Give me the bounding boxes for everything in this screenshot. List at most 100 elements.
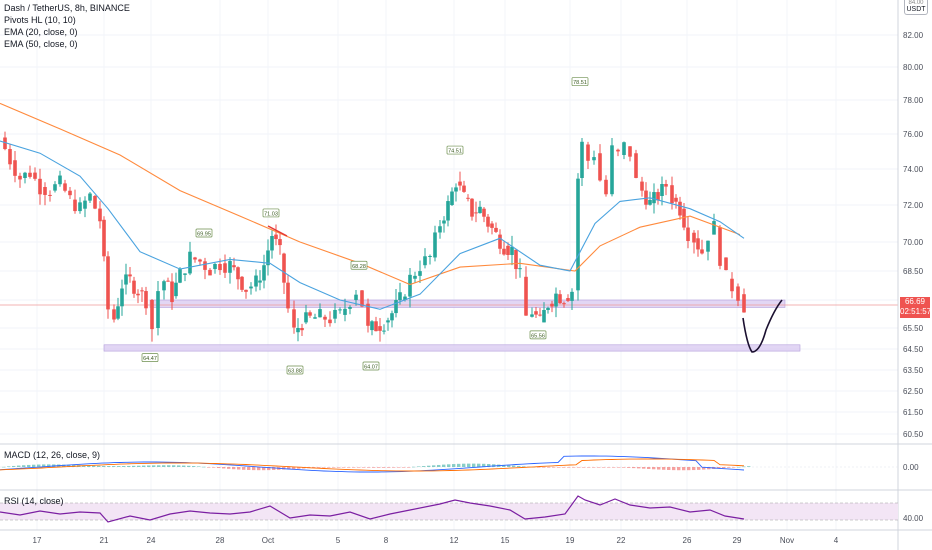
macd-histogram-bar bbox=[357, 467, 361, 468]
macd-histogram-bar bbox=[557, 467, 561, 468]
candle-body bbox=[106, 256, 110, 310]
candle-body bbox=[258, 280, 262, 283]
macd-histogram-bar bbox=[452, 464, 456, 467]
currency-badge[interactable]: 84.00 USDT bbox=[904, 0, 928, 15]
macd-histogram-bar bbox=[447, 464, 451, 467]
macd-histogram-bar bbox=[167, 465, 171, 467]
macd-histogram-bar bbox=[232, 467, 236, 470]
candle-body bbox=[514, 249, 518, 270]
macd-histogram-bar bbox=[412, 466, 416, 468]
time-tick-label: 12 bbox=[450, 536, 459, 545]
candle-body bbox=[166, 280, 170, 282]
candle-body bbox=[706, 240, 710, 252]
macd-histogram-bar bbox=[42, 464, 46, 467]
macd-histogram-bar bbox=[147, 465, 151, 467]
macd-histogram-bar bbox=[17, 465, 21, 467]
macd-histogram-bar bbox=[22, 465, 26, 467]
candle-body bbox=[598, 153, 602, 181]
candle-body bbox=[382, 330, 386, 332]
macd-histogram-bar bbox=[562, 467, 566, 468]
time-tick-label: 26 bbox=[683, 536, 692, 545]
candle-body bbox=[648, 199, 652, 205]
time-tick-label: 17 bbox=[33, 536, 42, 545]
candle-body bbox=[53, 184, 57, 191]
candle-body bbox=[262, 265, 266, 281]
candle-body bbox=[558, 294, 562, 304]
candle-body bbox=[622, 142, 626, 155]
candle-body bbox=[524, 276, 528, 316]
candle-body bbox=[313, 317, 317, 319]
macd-histogram-bar bbox=[372, 467, 376, 468]
macd-histogram-bar bbox=[592, 467, 596, 468]
symbol-legend[interactable]: Dash / TetherUS, 8h, BINANCE bbox=[4, 3, 130, 13]
candle-body bbox=[188, 251, 192, 274]
rsi-legend[interactable]: RSI (14, close) bbox=[4, 496, 64, 506]
candle-body bbox=[538, 314, 542, 316]
ema50-legend[interactable]: EMA (50, close, 0) bbox=[4, 39, 78, 49]
candle-body bbox=[318, 309, 322, 318]
candle-body bbox=[510, 246, 514, 255]
candle-body bbox=[724, 257, 728, 271]
rsi-pane bbox=[0, 495, 898, 523]
currency-label: USDT bbox=[906, 6, 926, 13]
candle-body bbox=[604, 179, 608, 195]
candles bbox=[3, 131, 746, 342]
macd-histogram-bar bbox=[617, 467, 621, 468]
candle-body bbox=[433, 232, 437, 258]
time-axis: 17 21 24 28 Oct 5 8 12 15 19 22 26 29 Nov 4 bbox=[33, 536, 839, 545]
candle-body bbox=[170, 281, 174, 303]
candle-body bbox=[93, 196, 97, 209]
candle-body bbox=[478, 206, 482, 214]
macd-legend[interactable]: MACD (12, 26, close, 9) bbox=[4, 450, 101, 460]
macd-histogram-bar bbox=[567, 467, 571, 468]
candle-body bbox=[278, 239, 282, 246]
price-tick-label: 65.50 bbox=[903, 324, 924, 333]
macd-histogram-bar bbox=[637, 467, 641, 469]
candle-body bbox=[566, 298, 570, 301]
macd-histogram-bar bbox=[202, 466, 206, 468]
candle-body bbox=[640, 181, 644, 191]
candle-body bbox=[360, 290, 364, 307]
candle-body bbox=[198, 259, 202, 262]
macd-histogram-bar bbox=[252, 467, 256, 471]
candle-body bbox=[438, 226, 442, 233]
macd-histogram-bar bbox=[507, 465, 511, 467]
candle-body bbox=[674, 197, 678, 202]
candle-body bbox=[150, 300, 154, 330]
candle-body bbox=[223, 263, 227, 273]
candle-body bbox=[610, 145, 614, 195]
macd-histogram-bar bbox=[427, 465, 431, 467]
candle-body bbox=[193, 257, 197, 260]
macd-histogram-bar bbox=[182, 465, 186, 467]
macd-histogram-bar bbox=[737, 466, 741, 468]
macd-histogram-bar bbox=[137, 465, 141, 467]
macd-histogram-bar bbox=[682, 467, 686, 471]
macd-histogram-bar bbox=[47, 464, 51, 467]
macd-histogram-bar bbox=[517, 465, 521, 467]
macd-histogram-bar bbox=[702, 467, 706, 470]
candle-body bbox=[124, 274, 128, 285]
macd-histogram-bar bbox=[197, 466, 201, 468]
candle-body bbox=[203, 261, 207, 270]
pivots-legend[interactable]: Pivots HL (10, 10) bbox=[4, 15, 76, 25]
macd-histogram-bar bbox=[537, 467, 541, 468]
macd-histogram-bar bbox=[432, 465, 436, 467]
time-tick-label: 4 bbox=[834, 536, 839, 545]
candle-body bbox=[178, 269, 182, 283]
candle-body bbox=[482, 208, 486, 217]
macd-histogram-bar bbox=[247, 467, 251, 470]
candle-body bbox=[403, 296, 407, 300]
macd-line bbox=[0, 455, 745, 473]
candle-body bbox=[423, 256, 427, 266]
ema20-legend[interactable]: EMA (20, close, 0) bbox=[4, 27, 78, 37]
pivot-label: 63.88 bbox=[286, 365, 304, 375]
macd-histogram-bar bbox=[477, 463, 481, 467]
candle-body bbox=[266, 250, 270, 266]
candle-body bbox=[132, 280, 136, 294]
candle-body bbox=[586, 144, 590, 161]
macd-histogram-bar bbox=[32, 464, 36, 467]
candle-body bbox=[38, 178, 42, 195]
candle-body bbox=[236, 267, 240, 280]
time-tick-label: 8 bbox=[384, 536, 389, 545]
